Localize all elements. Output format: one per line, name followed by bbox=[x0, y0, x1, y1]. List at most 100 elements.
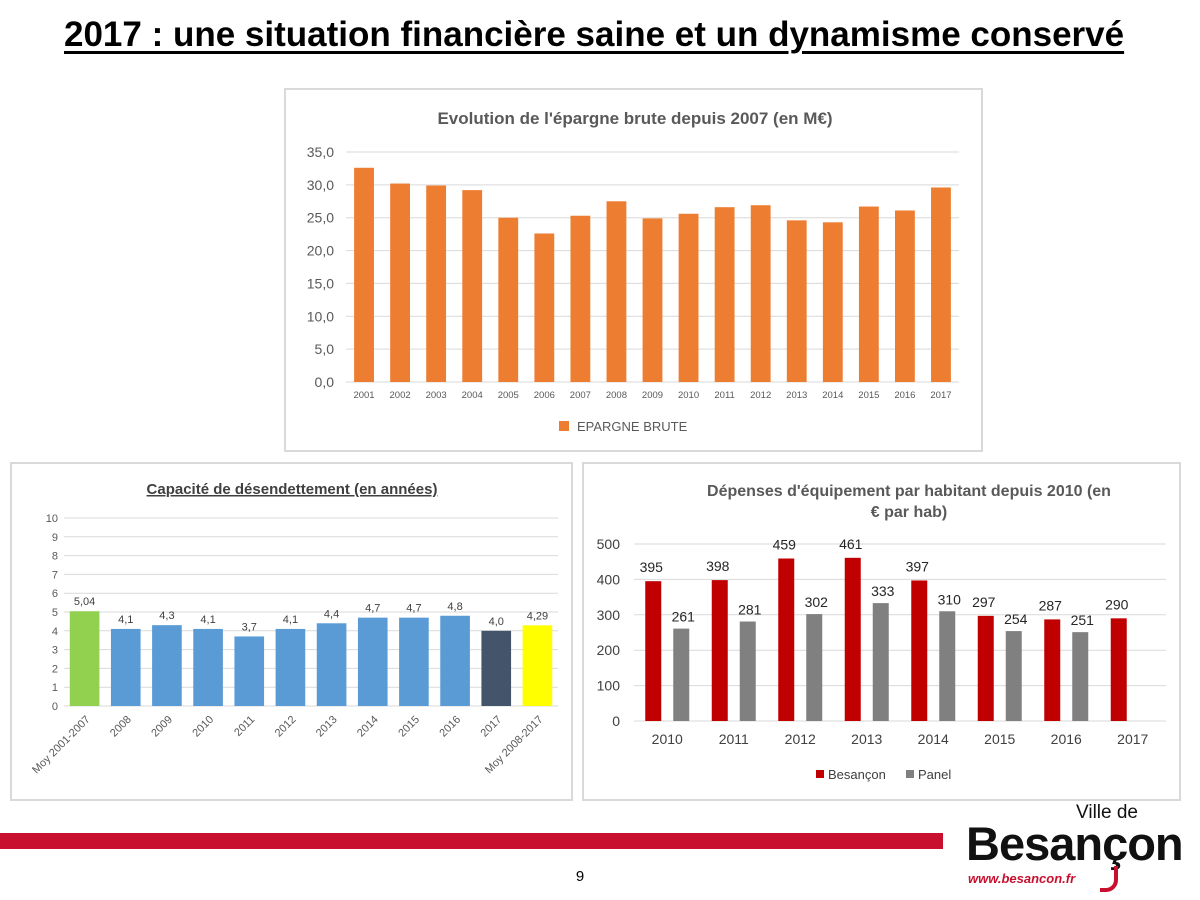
data-label: 5,04 bbox=[74, 596, 95, 608]
y-tick-label: 5 bbox=[52, 607, 58, 619]
y-tick-label: 30,0 bbox=[307, 177, 334, 193]
bar-besancon-2016 bbox=[1044, 619, 1061, 721]
x-tick-label: 2006 bbox=[534, 390, 555, 401]
bar-desendettement-2015 bbox=[399, 617, 429, 706]
desendettement-chart: Capacité de désendettement (en années) 0 1… bbox=[30, 481, 558, 777]
x-tick-label: 2009 bbox=[149, 714, 175, 740]
data-label-besancon: 461 bbox=[839, 536, 863, 552]
bar-epargne-2003 bbox=[426, 185, 447, 382]
bar-epargne-2013 bbox=[786, 220, 807, 382]
x-tick-label: 2016 bbox=[894, 390, 915, 401]
bar-desendettement-2013 bbox=[316, 623, 347, 706]
y-tick-label: 0,0 bbox=[315, 374, 335, 390]
data-label: 4,29 bbox=[527, 610, 548, 622]
data-label: 4,0 bbox=[489, 616, 504, 628]
x-tick-label: 2008 bbox=[108, 714, 134, 740]
data-label: 4,8 bbox=[447, 601, 462, 613]
x-tick-label: 2013 bbox=[851, 731, 882, 747]
page-number: 9 bbox=[575, 868, 585, 885]
y-tick-label: 7 bbox=[52, 569, 58, 581]
logo-url: www.besancon.fr bbox=[968, 871, 1076, 886]
x-tick-label: 2010 bbox=[652, 731, 683, 747]
legend-label-panel: Panel bbox=[918, 767, 951, 782]
bar-desendettement-2016 bbox=[440, 615, 470, 706]
logo-prefix: Ville de bbox=[1076, 802, 1138, 823]
bar-desendettement-2010 bbox=[193, 628, 223, 706]
data-label-besancon: 297 bbox=[972, 594, 996, 610]
bar-desendettement-Moy-2008-2017 bbox=[522, 625, 553, 706]
y-tick-label: 20,0 bbox=[307, 243, 334, 259]
chart-title: Evolution de l'épargne brute depuis 2007… bbox=[437, 109, 832, 128]
y-tick-label: 3 bbox=[52, 645, 58, 657]
bar-desendettement-2014 bbox=[357, 617, 388, 706]
data-label-panel: 281 bbox=[738, 602, 762, 618]
bar-besancon-2013 bbox=[844, 557, 861, 721]
bar-epargne-2009 bbox=[642, 218, 663, 382]
x-tick-label: 2003 bbox=[426, 390, 447, 401]
desendettement-chart-panel: Capacité de désendettement (en années) 0 1… bbox=[10, 462, 573, 801]
bar-epargne-2001 bbox=[354, 167, 374, 382]
bar-epargne-2010 bbox=[678, 213, 699, 382]
data-label-panel: 333 bbox=[871, 583, 895, 599]
legend-swatch-besancon bbox=[816, 770, 824, 778]
x-tick-label: 2008 bbox=[606, 390, 627, 401]
x-tick-label: 2014 bbox=[355, 714, 381, 740]
x-tick-label: 2010 bbox=[678, 390, 699, 401]
depenses-equipement-chart: Dépenses d'équipement par habitant depui… bbox=[597, 483, 1166, 782]
bar-epargne-2002 bbox=[390, 183, 411, 382]
bar-epargne-2016 bbox=[894, 210, 915, 382]
data-label-besancon: 398 bbox=[706, 558, 730, 574]
bar-besancon-2012 bbox=[778, 558, 795, 721]
y-tick-label: 6 bbox=[52, 588, 58, 600]
x-tick-label: Moy 2001-2007 bbox=[30, 714, 93, 777]
y-tick-label: 400 bbox=[597, 571, 621, 587]
x-tick-label: 2012 bbox=[785, 731, 816, 747]
y-tick-label: 0 bbox=[52, 701, 58, 713]
data-label: 4,3 bbox=[159, 610, 174, 622]
footer-red-band bbox=[0, 833, 943, 849]
data-label: 4,1 bbox=[283, 614, 298, 626]
bar-epargne-2017 bbox=[931, 187, 951, 382]
bar-panel-2012 bbox=[806, 614, 823, 721]
bar-epargne-2008 bbox=[606, 201, 627, 382]
bar-panel-2011 bbox=[739, 621, 756, 721]
epargne-brute-chart-panel: Evolution de l'épargne brute depuis 2007… bbox=[284, 88, 983, 452]
data-label-panel: 302 bbox=[805, 594, 829, 610]
x-tick-label: 2007 bbox=[570, 390, 591, 401]
data-label-panel: 261 bbox=[672, 609, 696, 625]
data-label-besancon: 287 bbox=[1039, 597, 1063, 613]
bar-panel-2014 bbox=[939, 611, 956, 721]
y-tick-label: 300 bbox=[597, 607, 621, 623]
bar-besancon-2011 bbox=[711, 580, 728, 721]
x-tick-label: 2014 bbox=[918, 731, 949, 747]
y-tick-label: 9 bbox=[52, 532, 58, 544]
bar-epargne-2004 bbox=[462, 190, 483, 382]
data-label: 4,1 bbox=[200, 614, 215, 626]
data-label-panel: 310 bbox=[938, 591, 962, 607]
x-tick-label: 2013 bbox=[786, 390, 807, 401]
data-label: 4,1 bbox=[118, 614, 133, 626]
y-tick-label: 1 bbox=[52, 682, 58, 694]
y-tick-label: 200 bbox=[597, 642, 621, 658]
x-tick-label: 2001 bbox=[353, 390, 374, 401]
x-tick-label: 2014 bbox=[822, 390, 843, 401]
besancon-logo: Ville de Besançon www.besancon.fr bbox=[960, 800, 1184, 895]
y-tick-label: 8 bbox=[52, 551, 58, 563]
bar-epargne-2007 bbox=[570, 215, 591, 382]
bar-desendettement-2009 bbox=[152, 625, 182, 706]
x-tick-label: 2013 bbox=[314, 714, 340, 740]
y-tick-label: 25,0 bbox=[307, 210, 334, 226]
bar-panel-2013 bbox=[872, 603, 889, 721]
y-tick-label: 10 bbox=[46, 513, 58, 525]
x-tick-label: 2002 bbox=[390, 390, 411, 401]
x-tick-label: 2005 bbox=[498, 390, 519, 401]
bar-desendettement-Moy-2001-2007 bbox=[69, 611, 100, 706]
bar-panel-2010 bbox=[673, 628, 690, 721]
legend-label-epargne: EPARGNE BRUTE bbox=[577, 419, 688, 434]
bar-epargne-2011 bbox=[714, 207, 735, 382]
x-tick-label: 2011 bbox=[232, 714, 257, 739]
x-tick-label: 2010 bbox=[190, 714, 216, 740]
y-tick-label: 35,0 bbox=[307, 144, 334, 160]
x-tick-label: 2015 bbox=[858, 390, 879, 401]
bar-epargne-2015 bbox=[858, 206, 879, 382]
